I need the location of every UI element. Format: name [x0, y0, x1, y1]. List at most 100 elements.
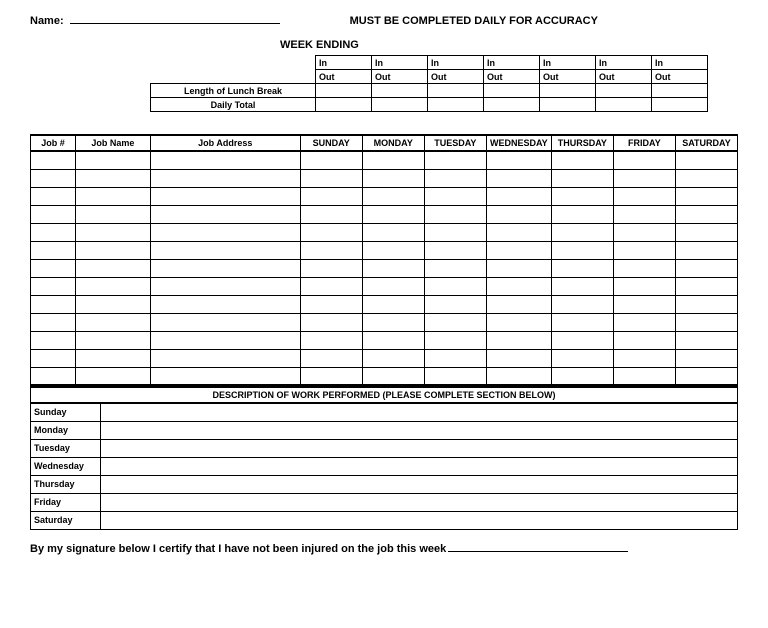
job-cell[interactable]: [150, 205, 300, 223]
job-cell[interactable]: [300, 259, 362, 277]
in-cell[interactable]: In: [540, 56, 596, 70]
job-cell[interactable]: [551, 349, 613, 367]
job-cell[interactable]: [675, 187, 737, 205]
job-cell[interactable]: [486, 241, 551, 259]
job-cell[interactable]: [486, 205, 551, 223]
out-cell[interactable]: Out: [316, 70, 372, 84]
job-cell[interactable]: [362, 295, 424, 313]
job-cell[interactable]: [486, 151, 551, 169]
job-cell[interactable]: [150, 367, 300, 385]
job-cell[interactable]: [362, 241, 424, 259]
job-cell[interactable]: [150, 331, 300, 349]
job-cell[interactable]: [150, 169, 300, 187]
job-cell[interactable]: [613, 277, 675, 295]
job-cell[interactable]: [362, 151, 424, 169]
job-cell[interactable]: [31, 277, 76, 295]
job-cell[interactable]: [300, 277, 362, 295]
job-cell[interactable]: [551, 313, 613, 331]
job-cell[interactable]: [551, 151, 613, 169]
in-cell[interactable]: In: [428, 56, 484, 70]
desc-cell[interactable]: [101, 493, 738, 511]
job-cell[interactable]: [613, 295, 675, 313]
daily-total-cell[interactable]: [540, 98, 596, 112]
job-cell[interactable]: [613, 187, 675, 205]
job-cell[interactable]: [486, 223, 551, 241]
job-cell[interactable]: [675, 241, 737, 259]
job-cell[interactable]: [675, 259, 737, 277]
job-cell[interactable]: [150, 313, 300, 331]
daily-total-cell[interactable]: [596, 98, 652, 112]
job-cell[interactable]: [551, 277, 613, 295]
lunch-cell[interactable]: [316, 84, 372, 98]
job-cell[interactable]: [424, 367, 486, 385]
job-cell[interactable]: [551, 205, 613, 223]
job-cell[interactable]: [300, 151, 362, 169]
job-cell[interactable]: [300, 205, 362, 223]
job-cell[interactable]: [300, 169, 362, 187]
job-cell[interactable]: [362, 187, 424, 205]
job-cell[interactable]: [486, 313, 551, 331]
desc-cell[interactable]: [101, 421, 738, 439]
job-cell[interactable]: [31, 241, 76, 259]
job-cell[interactable]: [75, 151, 150, 169]
job-cell[interactable]: [362, 277, 424, 295]
out-cell[interactable]: Out: [540, 70, 596, 84]
job-cell[interactable]: [150, 277, 300, 295]
in-cell[interactable]: In: [484, 56, 540, 70]
job-cell[interactable]: [362, 205, 424, 223]
job-cell[interactable]: [551, 259, 613, 277]
job-cell[interactable]: [150, 259, 300, 277]
job-cell[interactable]: [75, 331, 150, 349]
job-cell[interactable]: [31, 349, 76, 367]
daily-total-cell[interactable]: [652, 98, 708, 112]
job-cell[interactable]: [675, 313, 737, 331]
job-cell[interactable]: [613, 259, 675, 277]
job-cell[interactable]: [31, 295, 76, 313]
name-input-line[interactable]: [70, 12, 280, 24]
job-cell[interactable]: [31, 367, 76, 385]
job-cell[interactable]: [613, 241, 675, 259]
job-cell[interactable]: [551, 295, 613, 313]
job-cell[interactable]: [424, 349, 486, 367]
job-cell[interactable]: [150, 349, 300, 367]
job-cell[interactable]: [424, 331, 486, 349]
job-cell[interactable]: [362, 349, 424, 367]
job-cell[interactable]: [150, 187, 300, 205]
job-cell[interactable]: [362, 169, 424, 187]
job-cell[interactable]: [486, 367, 551, 385]
job-cell[interactable]: [675, 151, 737, 169]
job-cell[interactable]: [362, 367, 424, 385]
job-cell[interactable]: [300, 331, 362, 349]
desc-cell[interactable]: [101, 403, 738, 421]
job-cell[interactable]: [362, 259, 424, 277]
desc-cell[interactable]: [101, 475, 738, 493]
lunch-cell[interactable]: [372, 84, 428, 98]
job-cell[interactable]: [424, 187, 486, 205]
in-cell[interactable]: In: [372, 56, 428, 70]
job-cell[interactable]: [675, 277, 737, 295]
daily-total-cell[interactable]: [372, 98, 428, 112]
job-cell[interactable]: [75, 241, 150, 259]
job-cell[interactable]: [675, 367, 737, 385]
desc-cell[interactable]: [101, 511, 738, 529]
job-cell[interactable]: [424, 295, 486, 313]
job-cell[interactable]: [424, 151, 486, 169]
job-cell[interactable]: [31, 187, 76, 205]
job-cell[interactable]: [75, 169, 150, 187]
job-cell[interactable]: [486, 295, 551, 313]
job-cell[interactable]: [424, 169, 486, 187]
job-cell[interactable]: [551, 241, 613, 259]
job-cell[interactable]: [613, 223, 675, 241]
in-cell[interactable]: In: [316, 56, 372, 70]
job-cell[interactable]: [424, 223, 486, 241]
job-cell[interactable]: [675, 205, 737, 223]
job-cell[interactable]: [75, 223, 150, 241]
job-cell[interactable]: [300, 223, 362, 241]
job-cell[interactable]: [31, 223, 76, 241]
job-cell[interactable]: [31, 259, 76, 277]
job-cell[interactable]: [362, 313, 424, 331]
job-cell[interactable]: [675, 295, 737, 313]
lunch-cell[interactable]: [428, 84, 484, 98]
lunch-cell[interactable]: [596, 84, 652, 98]
job-cell[interactable]: [424, 259, 486, 277]
